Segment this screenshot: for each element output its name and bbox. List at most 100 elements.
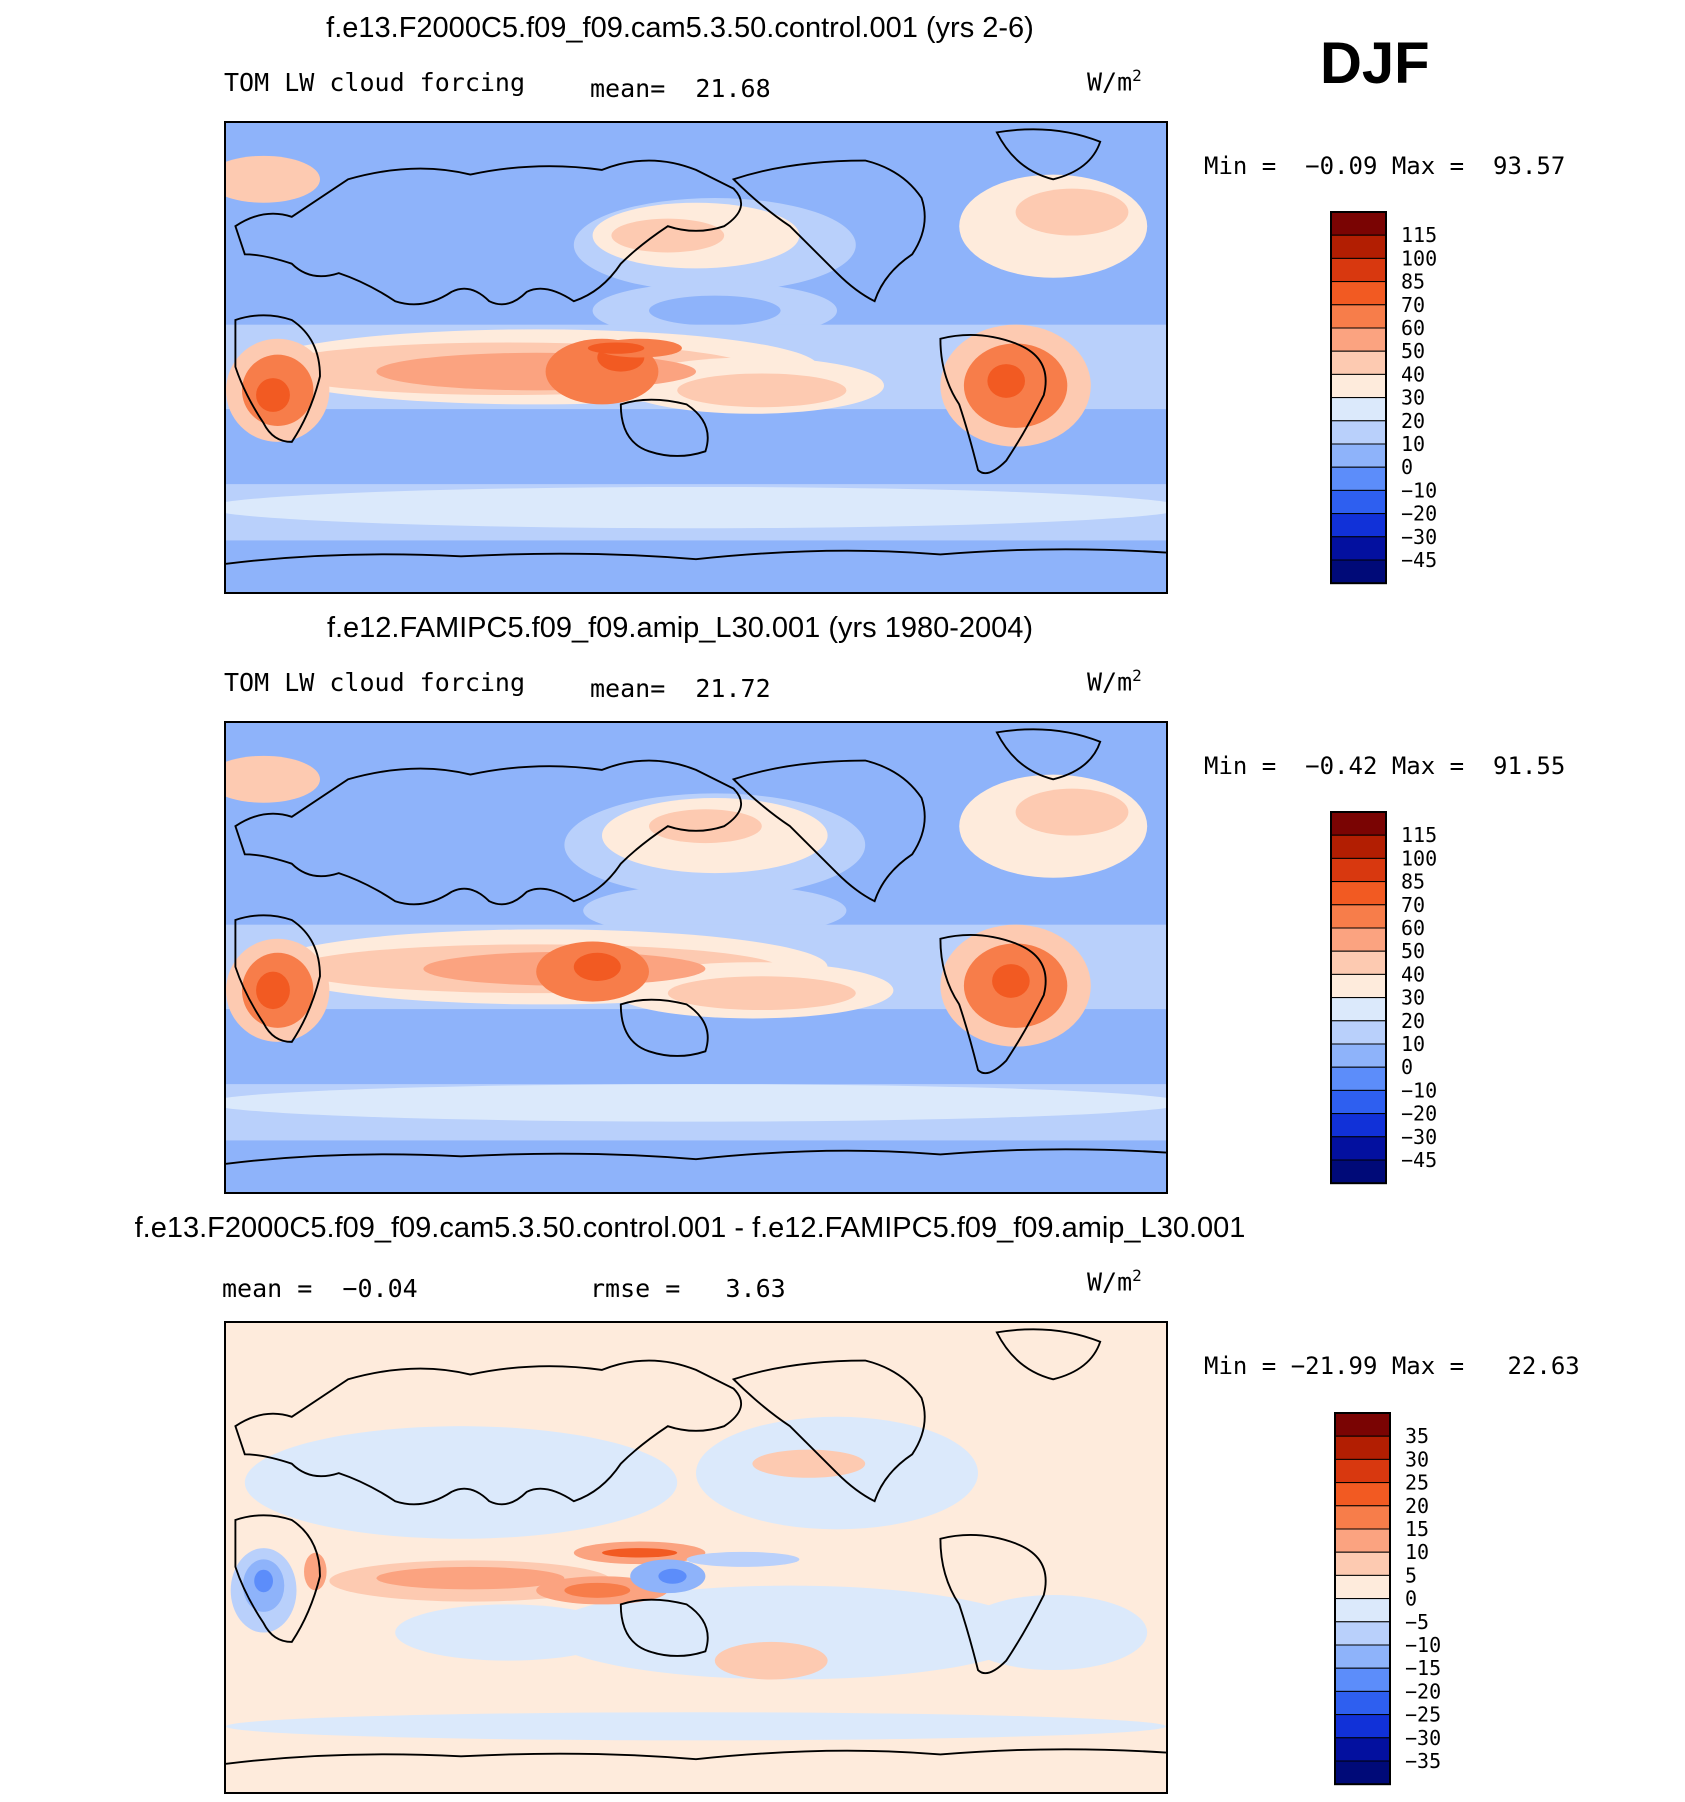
colorbar-tick-label: −25 [1405,1703,1441,1727]
colorbar-segment [1330,234,1387,259]
colorbar-tick-label: 70 [1401,893,1425,917]
colorbar-segment [1330,1089,1387,1115]
colorbar-tick-label: 50 [1401,339,1425,363]
panel3-title: f.e13.F2000C5.f09_f09.cam5.3.50.control.… [134,1212,1246,1244]
antarctic-band [226,1154,1166,1192]
colorbar-segment [1334,1574,1391,1600]
colorbar-segment [1330,950,1387,975]
colorbar-tick-label: 10 [1401,432,1425,456]
colorbar-outline [1330,211,1387,585]
colorbar-tick-label: 100 [1401,846,1437,870]
colorbar-segment [1334,1737,1391,1762]
e-africa-warm [304,1552,327,1591]
panel2-max-value: 91.55 [1493,752,1566,780]
panel2-units: W/m2 [1087,666,1142,696]
colorbar-tick-label: −15 [1405,1656,1441,1680]
subtropical-pacific-core [649,295,781,326]
colorbar-segment [1330,1136,1387,1161]
colorbar-tick-label: 40 [1401,962,1425,986]
panel3-mean-value: −0.04 [342,1274,418,1303]
colorbar-tick-label: −35 [1405,1749,1441,1773]
indian-warm-core [376,1566,565,1590]
colorbar-segment [1334,1667,1391,1692]
colorbar-outline [1330,811,1387,1185]
colorbar-segment [1334,1690,1391,1716]
colorbar-segment [1330,811,1387,836]
colorbar-segment [1330,1159,1387,1184]
panel1-minmax: Min = −0.09 Max = 93.57 [1204,152,1565,180]
panel1-title: f.e13.F2000C5.f09_f09.cam5.3.50.control.… [326,12,1034,44]
panel2-units-base: W/m [1087,667,1133,697]
panel3-mean: mean = −0.04 [222,1274,418,1303]
w-pacific-warm-core [602,1548,678,1558]
colorbar-tick-label: 25 [1405,1471,1429,1495]
panel3-rmse-label: rmse = [590,1274,681,1303]
colorbar-segment [1334,1458,1391,1484]
colorbar-tick-label: 85 [1401,870,1425,894]
colorbar-tick-label: −45 [1401,548,1437,572]
panel1-units-base: W/m [1087,67,1133,97]
colorbar-segment [1330,834,1387,859]
colorbar-segment [1330,997,1387,1022]
coastlines [226,728,1166,1165]
colorbar-segment [1330,536,1387,561]
colorbar-tick-label: 0 [1405,1587,1417,1611]
southern-band-light [226,1084,1166,1122]
panel2-mean-label: mean= [590,674,666,703]
colorbar-tick-label: −20 [1405,1679,1441,1703]
panel1-mean-value: 21.68 [695,74,771,103]
maritime-warm-core [564,1582,631,1598]
panel2-mean: mean= 21.72 [590,674,771,703]
colorbar-segment [1330,211,1387,236]
colorbar-segment [1330,327,1387,352]
coastlines [226,1328,1166,1765]
colorbar-segment [1334,1551,1391,1576]
colorbar-tick-label: 100 [1401,246,1437,270]
panel3-min-label: Min = [1204,1352,1277,1380]
spcz-peach [677,373,847,408]
colorbar-segment [1330,281,1387,306]
panel3-map [224,1321,1168,1794]
colorbar-tick-label: 60 [1401,916,1425,940]
n-pacific-warm [752,1449,866,1478]
n-pacific-peach [649,809,762,844]
colorbar-segment [1334,1760,1391,1785]
colorbar-tick-label: 60 [1401,316,1425,340]
panel3-units: W/m2 [1087,1266,1142,1296]
panel3-units-base: W/m [1087,1267,1133,1297]
subtropical-pacific [583,884,847,937]
colorbar-segment [1330,420,1387,445]
n-pacific-peach [611,218,725,253]
colorbar-segment [1334,1644,1391,1669]
colorbar-tick-label: −30 [1401,1125,1437,1149]
colorbar-segment [1330,1020,1387,1045]
colorbar-segment [1330,857,1387,883]
europe-warm [226,155,320,203]
colorbar-segment [1334,1412,1391,1437]
colorbar-tick-label: 5 [1405,1563,1417,1587]
africa-core [256,971,290,1010]
colorbar-tick-label: −20 [1401,1102,1437,1126]
panel1-min-label: Min = [1204,152,1277,180]
w-pacific-cool-core [658,1568,687,1584]
colorbar-tick-label: 20 [1401,1009,1425,1033]
colorbar-tick-label: 10 [1405,1540,1429,1564]
panel3-units-exp: 2 [1132,1266,1142,1285]
colorbar-tick-label: −20 [1401,502,1437,526]
central-pacific-cool [686,1551,800,1567]
colorbar-segment [1334,1621,1391,1646]
colorbar-segment [1334,1598,1391,1623]
colorbar-outline [1334,1412,1391,1786]
panel2-map [224,721,1168,1194]
panel1-mean-label: mean= [590,74,666,103]
colorbar-segment [1330,466,1387,491]
colorbar-segment [1330,513,1387,538]
panel2-max-label: Max = [1391,752,1465,780]
colorbar-segment [1334,1528,1391,1553]
europe-warm [226,755,320,803]
colorbar-segment [1334,1482,1391,1507]
spcz-peach [667,976,856,1011]
